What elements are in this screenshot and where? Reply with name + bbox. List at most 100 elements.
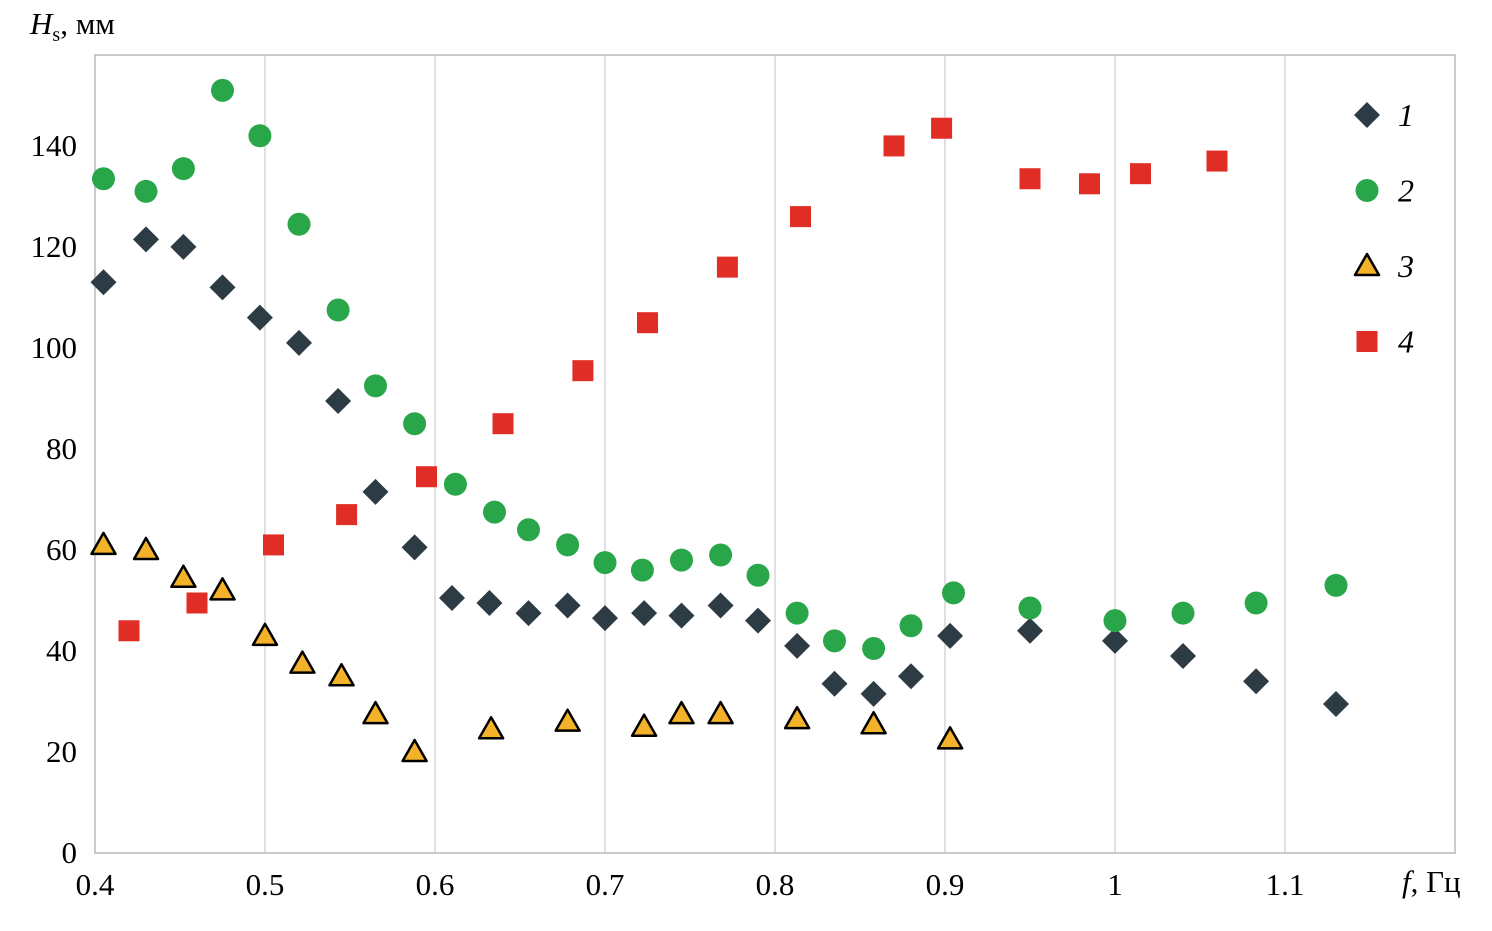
y-axis-title: Hs, мм [30,6,115,47]
data-point-series-2 [630,558,654,582]
data-point-series-1 [401,534,428,561]
data-point-series-2 [746,563,770,587]
x-tick-label: 0.4 [76,867,115,902]
data-point-series-4 [790,206,811,228]
data-point-series-3 [289,650,316,674]
data-point-series-2 [1171,601,1195,625]
data-point-series-3 [401,738,428,763]
data-point-series-3 [328,662,355,687]
data-point-series-1 [821,670,848,697]
data-point-series-2 [785,601,809,625]
data-point-series-1 [554,592,581,619]
y-tick-label: 40 [46,633,77,668]
data-point-series-2 [403,412,427,436]
legend-label-2: 2 [1398,173,1414,209]
data-point-series-4 [637,312,658,334]
data-point-series-1 [515,600,542,627]
data-point-series-2 [134,179,158,203]
data-point-series-1 [784,632,811,659]
data-point-series-3 [707,700,734,725]
data-point-series-1 [90,269,117,296]
data-point-series-2 [556,533,580,557]
data-point-series-2 [326,298,350,322]
data-point-series-4 [186,592,208,614]
data-point-series-4 [1079,173,1100,195]
data-point-series-2 [670,548,693,572]
x-tick-label: 0.9 [926,867,965,902]
data-point-series-4 [492,413,514,435]
data-point-series-1 [325,387,352,414]
data-point-series-1 [592,605,618,632]
data-point-series-1 [362,478,389,505]
data-point-series-3 [668,700,695,725]
data-point-series-1 [1170,643,1196,670]
data-point-series-1 [631,600,658,627]
data-point-series-2 [942,581,965,605]
data-point-series-2 [483,500,506,524]
data-point-series-4 [1206,150,1228,172]
data-point-series-4 [716,256,738,278]
y-tick-label: 20 [46,734,77,769]
data-point-series-1 [133,226,159,253]
data-point-series-2 [1018,596,1042,620]
data-point-series-1 [1102,627,1128,654]
y-axis-unit: , мм [60,6,115,41]
data-point-series-1 [1243,668,1270,695]
data-point-series-2 [171,157,195,181]
x-tick-label: 0.6 [416,867,455,902]
data-point-series-2 [92,167,115,191]
data-point-series-2 [1324,573,1348,597]
data-point-series-2 [862,636,886,660]
x-tick-label: 1.1 [1266,867,1305,902]
data-point-series-2 [443,472,467,496]
data-point-series-1 [209,274,236,301]
data-point-series-4 [416,466,437,488]
x-tick-label: 0.5 [246,867,285,902]
y-tick-label: 100 [31,330,78,365]
data-point-series-2 [899,614,923,638]
legend-label-1: 1 [1398,97,1414,133]
data-point-series-2 [1103,609,1127,633]
x-tick-label: 0.7 [586,867,625,902]
data-point-series-1 [476,589,503,616]
data-point-series-4 [883,135,905,157]
y-tick-label: 120 [31,229,78,264]
data-point-series-1 [439,584,465,611]
plot-frame [94,54,1456,854]
data-point-series-4 [263,534,284,556]
y-axis-variable: H [30,6,53,41]
data-point-series-4 [931,117,953,139]
data-point-series-1 [1323,691,1349,718]
data-point-series-2 [248,124,272,148]
x-tick-label: 0.8 [756,867,795,902]
x-axis-variable: f [1402,864,1411,899]
data-point-series-1 [668,602,695,629]
data-point-series-4 [118,620,140,642]
data-point-series-3 [554,708,581,732]
data-point-series-4 [1019,168,1041,190]
data-point-series-3 [170,564,197,588]
data-point-series-3 [251,622,279,647]
y-axis-subscript: s [52,24,61,47]
legend-label-3: 3 [1397,248,1414,284]
data-point-series-1 [1017,617,1043,644]
data-point-series-4 [336,504,358,526]
legend-marker-1 [1354,102,1380,128]
y-tick-label: 0 [62,835,78,870]
data-point-series-3 [783,705,811,730]
x-axis-unit: , Гц [1410,864,1461,899]
data-point-series-2 [593,551,617,575]
y-tick-label: 80 [46,431,77,466]
data-point-series-1 [707,592,734,619]
y-tick-label: 60 [46,532,77,567]
data-point-series-1 [170,233,197,260]
data-point-series-3 [860,710,887,735]
data-point-series-1 [937,622,964,649]
data-point-series-3 [362,700,389,725]
data-point-series-2 [517,518,540,542]
data-point-series-1 [898,663,924,690]
data-point-series-2 [211,78,234,102]
data-point-series-2 [364,374,387,398]
data-point-series-4 [572,360,594,382]
